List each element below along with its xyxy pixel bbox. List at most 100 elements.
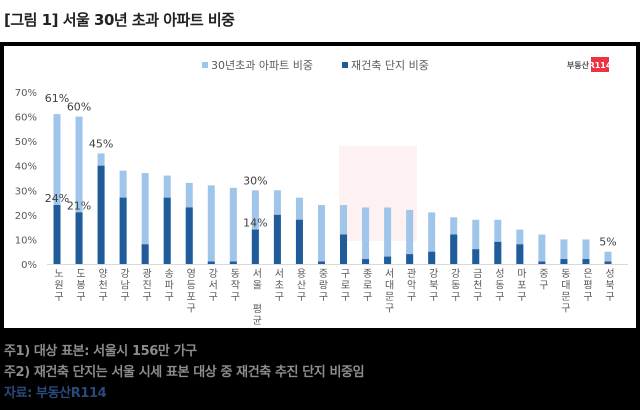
note-1: 주1) 대상 표본: 서울시 156만 가구	[4, 344, 197, 359]
bar-old-apt-16	[406, 209, 414, 264]
bar-rebuild-10	[273, 214, 281, 264]
notes: 주1) 대상 표본: 서울시 156만 가구 주2) 재건축 단지는 서울 시세…	[4, 341, 365, 404]
x-tick-label: 양천구	[96, 268, 108, 303]
chart-panel: 0% 10% 20% 30% 40% 50% 60% 70% 61% 60% 45% 30% 5% 24%…	[4, 46, 636, 328]
x-tick-label: 종로구	[360, 268, 372, 303]
y-tick-label: 0%	[21, 260, 37, 271]
y-tick-label: 10%	[15, 235, 37, 246]
y-tick-label: 70%	[15, 88, 37, 99]
y-tick-label: 60%	[15, 113, 37, 124]
x-tick-label: 서울 평균	[250, 268, 262, 327]
bar-old-apt-9	[251, 190, 259, 264]
x-tick-label: 마포구	[514, 268, 526, 303]
y-tick-label: 30%	[15, 186, 37, 197]
x-tick-label: 용산구	[294, 268, 306, 303]
x-tick-label: 강서구	[206, 268, 218, 303]
x-tick-label: 동작구	[228, 268, 240, 303]
bar-old-apt-19	[472, 219, 480, 264]
data-label: 21%	[67, 199, 91, 212]
data-label: 5%	[599, 236, 616, 249]
x-tick-label: 구로구	[338, 268, 350, 303]
bar-old-apt-7	[207, 185, 215, 264]
bar-rebuild-7	[207, 261, 215, 264]
source: 자료: 부동산R114	[4, 386, 107, 401]
bar-old-apt-23	[560, 239, 568, 264]
x-tick-label: 관악구	[404, 268, 416, 303]
bar-rebuild-18	[450, 234, 458, 264]
bar-old-apt-25	[604, 251, 612, 264]
data-label: 14%	[243, 217, 267, 230]
bar-rebuild-6	[185, 207, 193, 264]
bar-old-apt-12	[317, 205, 325, 264]
bar-rebuild-4	[141, 244, 149, 264]
data-label: 60%	[67, 101, 91, 114]
legend-label-0: 30년초과 아파트 비중	[211, 59, 313, 72]
data-label: 45%	[89, 137, 113, 150]
x-tick-label: 영등포구	[184, 268, 196, 314]
bar-rebuild-3	[119, 197, 127, 264]
x-tick-label: 금천구	[470, 268, 482, 303]
x-tick-label: 강남구	[118, 268, 130, 303]
bar-rebuild-5	[163, 197, 171, 264]
bar-old-apt-15	[384, 207, 392, 264]
x-tick-label: 노원구	[52, 268, 64, 303]
x-tick-label: 송파구	[162, 268, 174, 303]
bar-rebuild-16	[406, 254, 414, 264]
x-tick-label: 강동구	[448, 268, 460, 303]
watermark-logo	[339, 146, 417, 241]
bar-rebuild-11	[295, 219, 303, 264]
bar-old-apt-4	[141, 173, 149, 264]
x-tick-label: 서초구	[272, 268, 284, 303]
bar-chart: 0%10%20%30%40%50%60%70% 61%60%45%30%5%24%…	[15, 57, 628, 327]
data-label: 61%	[45, 92, 69, 105]
x-tick-label: 중구	[536, 268, 548, 291]
bar-rebuild-9	[251, 229, 259, 264]
bar-old-apt-1	[75, 116, 83, 264]
x-tick-label: 성동구	[492, 268, 504, 303]
x-tick-label: 도봉구	[74, 268, 86, 303]
bar-old-apt-17	[428, 212, 436, 264]
bar-rebuild-12	[317, 261, 325, 264]
data-label: 24%	[45, 192, 69, 205]
bar-rebuild-13	[340, 234, 348, 264]
bar-rebuild-17	[428, 251, 436, 264]
legend-swatch-1	[342, 62, 348, 68]
bar-old-apt-0	[53, 114, 61, 264]
bar-rebuild-15	[384, 256, 392, 264]
logo-badge	[591, 57, 609, 72]
bar-rebuild-20	[494, 241, 502, 264]
bar-rebuild-1	[75, 212, 83, 264]
x-tick-label: 중랑구	[316, 268, 328, 303]
logo-badge-text: R114	[589, 61, 612, 70]
bar-rebuild-23	[560, 259, 568, 264]
logo-text: 부동산	[567, 60, 590, 70]
x-tick-label: 광진구	[140, 268, 152, 303]
y-tick-label: 20%	[15, 211, 37, 222]
bar-rebuild-24	[582, 259, 590, 264]
bar-rebuild-21	[516, 244, 524, 264]
bar-old-apt-14	[362, 207, 370, 264]
bar-rebuild-2	[97, 165, 105, 264]
figure-title: [그림 1] 서울 30년 초과 아파트 비중	[4, 11, 235, 29]
bar-rebuild-0	[53, 205, 61, 264]
bar-old-apt-24	[582, 239, 590, 264]
bar-rebuild-8	[229, 261, 237, 264]
y-tick-label: 40%	[15, 162, 37, 173]
x-tick-label: 은평구	[580, 268, 592, 303]
x-tick-label: 성북구	[603, 268, 615, 303]
bar-rebuild-22	[538, 261, 546, 264]
y-tick-label: 50%	[15, 137, 37, 148]
legend-label-1: 재건축 단지 비중	[351, 59, 429, 72]
bar-old-apt-22	[538, 234, 546, 264]
x-tick-label: 강북구	[426, 268, 438, 303]
note-2: 주2) 재건축 단지는 서울 시세 표본 대상 중 재건축 추진 단지 비중임	[4, 365, 365, 380]
header: [그림 1] 서울 30년 초과 아파트 비중	[0, 0, 640, 42]
bar-rebuild-19	[472, 249, 480, 264]
bar-old-apt-8	[229, 187, 237, 264]
data-label: 30%	[243, 174, 267, 187]
x-tick-label: 서대문구	[382, 268, 394, 314]
bar-rebuild-14	[362, 259, 370, 264]
legend-swatch-0	[202, 62, 208, 68]
bar-rebuild-25	[604, 261, 612, 264]
x-tick-label: 동대문구	[558, 268, 570, 314]
